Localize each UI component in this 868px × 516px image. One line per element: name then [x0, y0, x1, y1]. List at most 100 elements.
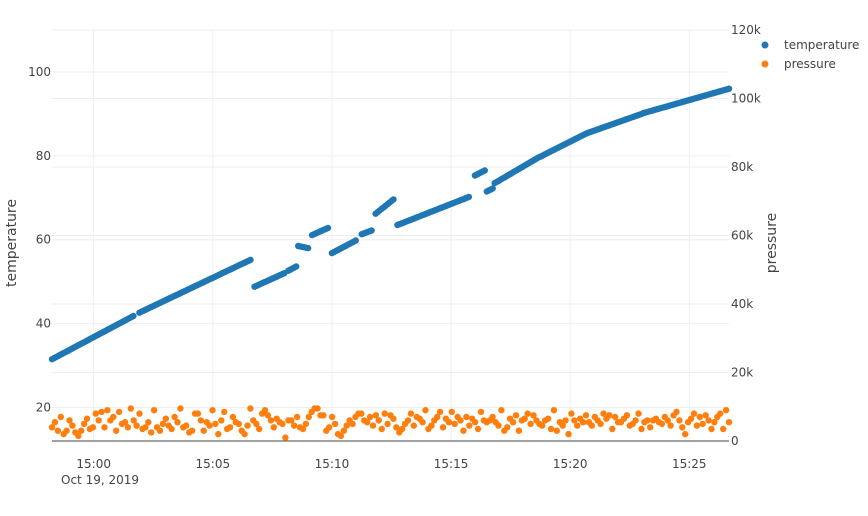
pressure-point	[183, 422, 190, 429]
pressure-point	[390, 415, 397, 422]
pressure-point	[124, 424, 132, 431]
pressure-point	[343, 422, 350, 429]
pressure-point	[539, 422, 546, 429]
legend-item-pressure[interactable]: pressure	[761, 57, 836, 71]
pressure-point	[553, 427, 560, 434]
pressure-point	[212, 420, 219, 428]
legend-item-temperature[interactable]: temperature	[761, 38, 860, 52]
pressure-point	[439, 424, 447, 431]
temperature-point	[304, 244, 312, 252]
pressure-point	[145, 419, 152, 426]
pressure-point	[174, 419, 181, 426]
x-tick-label: 15:25	[672, 457, 707, 471]
pressure-point	[588, 422, 595, 429]
series-temperature	[48, 85, 733, 363]
pressure-point	[95, 417, 102, 424]
pressure-point	[51, 419, 59, 426]
pressure-point	[696, 413, 703, 421]
y-right-tick-label: 80k	[731, 160, 753, 174]
pressure-point	[261, 407, 269, 414]
pressure-point	[226, 424, 234, 431]
pressure-point	[527, 420, 534, 428]
pressure-point	[404, 417, 412, 424]
pressure-point	[241, 430, 248, 438]
pressure-point	[699, 420, 706, 428]
pressure-point	[270, 424, 277, 431]
pressure-point	[384, 420, 391, 428]
temperature-point	[465, 193, 473, 201]
y-axis-right-title: pressure	[764, 213, 780, 273]
pressure-point	[63, 427, 70, 434]
temperature-point	[489, 185, 496, 192]
pressure-point	[221, 408, 228, 416]
legend[interactable]: temperature pressure	[761, 38, 860, 71]
pressure-point	[113, 427, 120, 434]
y-right-tick-label: 60k	[731, 229, 753, 243]
pressure-point	[457, 417, 464, 424]
y-axis-left-title: temperature	[4, 199, 20, 287]
temperature-point	[725, 85, 733, 92]
pressure-point	[247, 405, 254, 412]
pressure-point	[600, 410, 607, 417]
y-right-tick-label: 0	[731, 434, 739, 448]
pressure-point	[635, 410, 642, 417]
pressure-point	[115, 408, 123, 416]
pressure-point	[582, 412, 590, 419]
pressure-point	[644, 417, 651, 424]
pressure-point	[279, 420, 286, 428]
pressure-point	[498, 407, 505, 414]
pressure-point	[218, 417, 225, 424]
pressure-point	[717, 410, 724, 417]
pressure-point	[101, 424, 108, 431]
pressure-point	[550, 407, 558, 414]
pressure-point	[127, 405, 134, 412]
y-left-tick-label: 20	[36, 400, 51, 414]
pressure-point	[579, 419, 587, 426]
pressure-point	[369, 422, 377, 429]
legend-marker-temperature	[761, 41, 769, 49]
pressure-point	[340, 427, 347, 434]
pressure-point	[489, 413, 496, 421]
pressure-point	[451, 420, 458, 428]
pressure-point	[372, 412, 380, 419]
pressure-point	[209, 407, 216, 414]
pressure-point	[725, 419, 733, 426]
pressure-point	[708, 425, 715, 433]
pressure-point	[168, 425, 175, 433]
pressure-point	[337, 432, 345, 440]
y-left-tick-label: 60	[36, 233, 51, 247]
pressure-point	[302, 420, 310, 428]
pressure-point	[331, 420, 339, 428]
pressure-point	[407, 410, 415, 417]
pressure-point	[679, 424, 686, 431]
pressure-point	[562, 417, 569, 424]
pressure-point	[664, 417, 671, 424]
pressure-point	[673, 408, 680, 416]
pressure-point	[83, 415, 91, 422]
pressure-point	[75, 432, 82, 440]
temperature-point	[324, 224, 332, 232]
pressure-point	[188, 427, 196, 434]
y-left-tick-label: 100	[28, 65, 51, 79]
pressure-point	[544, 415, 552, 422]
pressure-point	[54, 427, 61, 434]
pressure-point	[687, 415, 695, 422]
temperature-point	[368, 227, 375, 234]
x-tick-label: 15:05	[196, 457, 231, 471]
pressure-point	[422, 407, 429, 414]
x-tick-label: 15:20	[553, 457, 588, 471]
x-axis-date-label: Oct 19, 2019	[61, 473, 139, 487]
pressure-point	[293, 413, 301, 421]
pressure-point	[524, 410, 531, 417]
pressure-point	[104, 407, 111, 414]
pressure-point	[148, 429, 155, 436]
pressure-point	[314, 405, 321, 412]
pressure-point	[130, 417, 137, 424]
pressure-point	[722, 407, 730, 414]
pressure-point	[690, 410, 698, 417]
pressure-point	[256, 425, 263, 433]
pressure-point	[133, 422, 140, 429]
pressure-point	[378, 425, 385, 433]
pressure-point	[512, 412, 520, 419]
pressure-point	[647, 424, 654, 431]
